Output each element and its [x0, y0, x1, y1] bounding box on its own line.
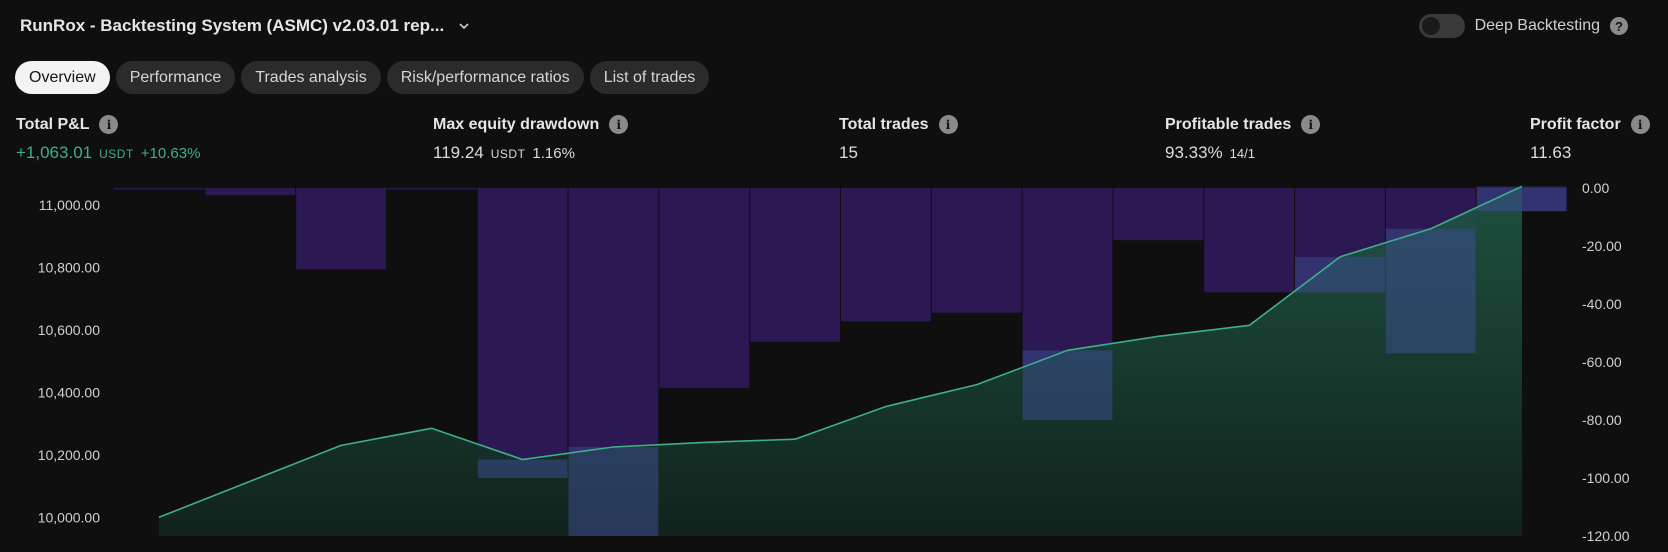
stat-total-trades: Total trades i 15	[839, 115, 958, 163]
stat-ratio: 14/1	[1229, 146, 1255, 161]
left-axis-tick: 10,200.00	[38, 447, 100, 463]
equity-line-path	[158, 185, 1523, 519]
tab-risk-performance-ratios[interactable]: Risk/performance ratios	[386, 61, 584, 94]
stat-percent: +10.63%	[140, 145, 201, 162]
left-axis-tick: 11,000.00	[39, 197, 100, 213]
right-axis-tick: -80.00	[1582, 412, 1622, 428]
overlap-segment	[1385, 228, 1476, 354]
stat-value: 119.24	[433, 143, 484, 162]
left-axis-tick: 10,600.00	[38, 322, 100, 338]
right-axis-tick: -40.00	[1582, 296, 1622, 312]
right-axis-tick: -60.00	[1582, 354, 1622, 370]
stat-profit-factor: Profit factor i 11.63	[1530, 115, 1650, 163]
tab-overview[interactable]: Overview	[15, 61, 110, 94]
stat-label: Total P&L	[16, 115, 90, 133]
stat-max-drawdown: Max equity drawdown i 119.24 USDT 1.16%	[433, 115, 629, 163]
left-axis: 11,000.00 10,800.00 10,600.00 10,400.00 10,2…	[38, 197, 101, 525]
left-axis-tick: 10,800.00	[38, 260, 100, 276]
stats-row: Total P&L i +1,063.01 USDT +10.63% Max eq…	[0, 115, 1668, 171]
info-icon[interactable]: i	[1301, 115, 1321, 134]
stat-percent: 1.16%	[532, 145, 575, 162]
tab-list-of-trades[interactable]: List of trades	[589, 61, 710, 94]
drawdown-bar	[296, 188, 386, 270]
overlap-segment	[1476, 186, 1567, 212]
equity-drawdown-chart[interactable]: 11,000.00 10,800.00 10,600.00 10,400.00 10,2…	[0, 178, 1668, 552]
strategy-selector[interactable]: RunRox - Backtesting System (ASMC) v2.03…	[20, 16, 470, 36]
left-axis-tick: 10,400.00	[38, 384, 100, 400]
left-axis-tick: 10,000.00	[38, 509, 100, 525]
header: RunRox - Backtesting System (ASMC) v2.03…	[0, 0, 1668, 58]
info-icon[interactable]: i	[1630, 115, 1650, 134]
drawdown-bar	[659, 188, 750, 389]
equity-area	[159, 186, 1522, 536]
stat-value: 15	[839, 143, 858, 162]
drawdown-bar	[1113, 188, 1204, 241]
stat-profitable-trades: Profitable trades i 93.33% 14/1	[1165, 115, 1321, 163]
tab-bar: Overview Performance Trades analysis Ris…	[15, 61, 710, 94]
overlap-segment	[1022, 350, 1113, 420]
tab-performance[interactable]: Performance	[115, 61, 236, 94]
drawdown-bar	[205, 188, 296, 196]
deep-backtesting-label: Deep Backtesting	[1474, 17, 1600, 34]
info-icon[interactable]: i	[99, 115, 119, 134]
stat-total-pnl: Total P&L i +1,063.01 USDT +10.63%	[16, 115, 200, 163]
deep-backtesting-toggle[interactable]	[1418, 14, 1465, 38]
toggle-knob	[1421, 17, 1440, 35]
overlap-segment	[568, 447, 659, 536]
right-axis-tick: 0.00	[1582, 180, 1609, 196]
stat-value: 93.33%	[1165, 143, 1223, 162]
right-axis-tick: -100.00	[1582, 470, 1630, 486]
stat-label: Profitable trades	[1165, 115, 1292, 133]
info-icon[interactable]: i	[609, 115, 629, 134]
stat-label: Total trades	[839, 115, 929, 133]
strategy-title: RunRox - Backtesting System (ASMC) v2.03…	[20, 16, 445, 35]
equity-area-fill	[159, 186, 1522, 536]
drawdown-bar	[841, 188, 931, 322]
stat-label: Max equity drawdown	[433, 115, 600, 133]
stat-unit: USDT	[99, 147, 134, 161]
overlap-layer	[477, 186, 1567, 536]
drawdown-bar	[1204, 188, 1295, 293]
drawdown-bar	[931, 188, 1022, 313]
right-axis: 0.00 -20.00 -40.00 -60.00 -80.00 -100.00 -120.…	[1582, 180, 1630, 544]
drawdown-bar	[477, 188, 568, 478]
stat-value: 11.63	[1530, 143, 1572, 162]
drawdown-bar	[114, 188, 205, 190]
deep-backtesting-control: Deep Backtesting ?	[1418, 14, 1628, 38]
drawdown-bar	[750, 188, 840, 342]
overlap-segment	[477, 459, 568, 478]
help-icon[interactable]: ?	[1610, 17, 1628, 35]
overlap-segment	[1295, 256, 1385, 293]
equity-line	[158, 185, 1523, 519]
right-axis-tick: -20.00	[1582, 238, 1622, 254]
tab-trades-analysis[interactable]: Trades analysis	[241, 61, 381, 94]
stat-unit: USDT	[490, 147, 526, 161]
stat-label: Profit factor	[1530, 115, 1621, 133]
stat-value: +1,063.01	[16, 143, 93, 162]
drawdown-bar	[386, 188, 477, 190]
info-icon[interactable]: i	[938, 115, 958, 134]
chevron-down-icon	[459, 23, 469, 30]
right-axis-tick: -120.00	[1582, 528, 1630, 544]
